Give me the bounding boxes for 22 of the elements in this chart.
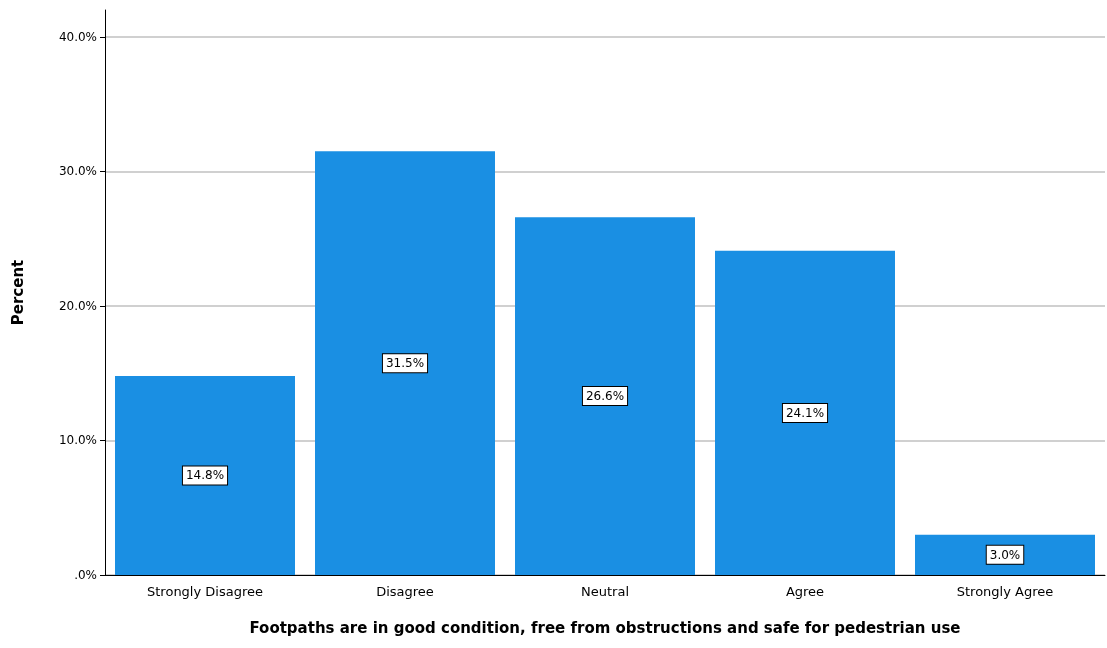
x-tick-label: Agree [785,584,825,599]
y-tick-label: 20.0% [58,298,97,313]
data-label: 3.0% [989,547,1021,562]
x-tick-label: Strongly Disagree [147,584,263,599]
y-tick-label: 10.0% [58,433,97,448]
x-axis-title: Footpaths are in good condition, free from obstructions and safe for pedestrian use [249,618,961,637]
data-label: 31.5% [385,356,425,371]
y-tick-label: .0% [74,568,97,582]
data-label: 24.1% [785,405,825,420]
bar [515,217,695,575]
data-label: 26.6% [585,389,625,404]
x-tick-label: Neutral [581,584,629,599]
y-axis-title: Percent [8,259,27,326]
bar [115,375,295,575]
y-tick-label: 30.0% [58,164,97,179]
x-tick-label: Disagree [376,584,434,599]
y-tick-label: 40.0% [58,29,97,44]
bar [715,250,895,575]
bar [315,151,495,575]
x-tick-label: Strongly Agree [956,584,1054,599]
data-label: 14.8% [185,468,225,483]
bar [915,534,1095,575]
